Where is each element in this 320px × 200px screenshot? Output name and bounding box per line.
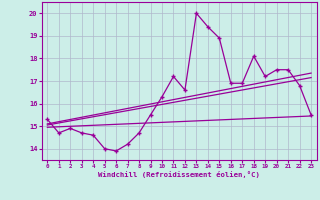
X-axis label: Windchill (Refroidissement éolien,°C): Windchill (Refroidissement éolien,°C): [98, 171, 260, 178]
